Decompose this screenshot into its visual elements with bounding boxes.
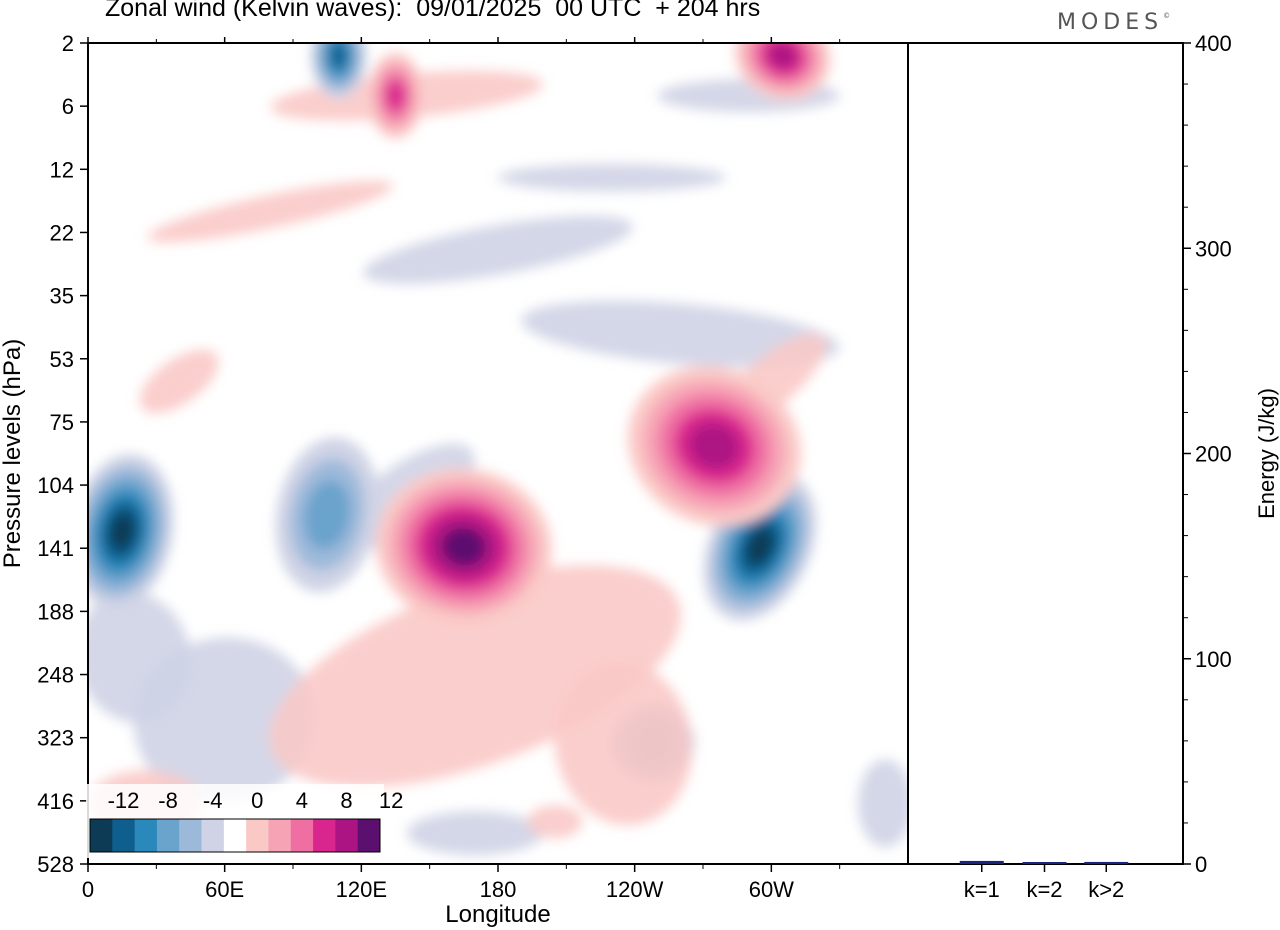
contour-band [527, 805, 583, 839]
y-tick-label: 141 [37, 536, 74, 561]
y-tick-label: 528 [37, 852, 74, 877]
colorbar-label: -12 [108, 788, 140, 813]
heatmap-field [88, 43, 908, 864]
colorbar-label: -8 [158, 788, 178, 813]
pressure-axis: 2 6 12 22 35 53 75 104 141 188 248 323 416 528 Pressur… [0, 31, 88, 877]
colorbar-swatch [223, 819, 247, 852]
contour-extremum [385, 80, 406, 111]
y-tick-label: 2 [62, 31, 74, 56]
colorbar-border [89, 818, 381, 853]
contour-band [363, 215, 633, 284]
energy-category-label: k=2 [1026, 877, 1062, 902]
x-axis-label: Longitude [445, 901, 550, 928]
energy-panel: 0 100 200 300 400 Energy (J/kg) k=1 k=2 k>2 [959, 31, 1279, 902]
x-tick-label: 60W [749, 877, 794, 902]
energy-category-label: k=1 [964, 877, 1000, 902]
colorbar-swatch [90, 819, 113, 852]
energy-tick-label: 200 [1195, 442, 1232, 467]
brand-logo: MODES© [1057, 10, 1170, 35]
y-axis-label: Pressure levels (hPa) [0, 339, 26, 568]
colorbar-swatch [357, 819, 381, 852]
colorbar-swatch [335, 819, 359, 852]
contour-extremum [689, 423, 740, 469]
colorbar-swatch [290, 819, 314, 852]
contour-band [554, 660, 693, 826]
y-tick-label: 416 [37, 789, 74, 814]
contour-extremum [442, 527, 486, 566]
contour-extremum [746, 528, 774, 565]
x-tick-label: 0 [82, 877, 94, 902]
energy-bar-k=2 [1022, 862, 1067, 864]
contour-extremum [109, 512, 135, 551]
energy-tick-label: 300 [1195, 236, 1232, 261]
y-tick-label: 323 [37, 726, 74, 751]
chart-title: Zonal wind (Kelvin waves): 09/01/2025 00… [105, 0, 761, 22]
colorbar-swatch [112, 819, 136, 852]
contour-extremum [769, 43, 797, 69]
colorbar-swatch [134, 819, 158, 852]
colorbar-swatch [268, 819, 292, 852]
colorbar-swatch [246, 819, 269, 852]
colorbar-label: 4 [296, 788, 308, 813]
y-tick-label: 22 [50, 220, 74, 245]
y-tick-label: 35 [50, 284, 74, 309]
colorbar: -12 -8 -4 0 4 8 12 [86, 784, 403, 858]
colorbar-label: 12 [379, 788, 403, 813]
energy-axis-label: Energy (J/kg) [1254, 388, 1279, 519]
contour-extremum [330, 43, 347, 69]
colorbar-label: 0 [251, 788, 263, 813]
x-tick-label: 120W [606, 877, 664, 902]
contour-band [269, 565, 681, 788]
brand-text: MODES [1057, 10, 1164, 35]
x-tick-label: 60E [205, 877, 244, 902]
contour-extremum [304, 480, 351, 550]
colorbar-swatch [179, 819, 202, 852]
energy-tick-label: 0 [1195, 852, 1207, 877]
energy-tick-label: 100 [1195, 647, 1232, 672]
colorbar-swatch [201, 819, 225, 852]
y-tick-label: 53 [50, 347, 74, 372]
y-tick-label: 188 [37, 599, 74, 624]
contour-band [857, 759, 908, 848]
contour-band [139, 349, 219, 414]
contour-band [147, 180, 393, 243]
colorbar-label: -4 [203, 788, 223, 813]
contour-band [406, 811, 544, 856]
colorbar-label: 8 [340, 788, 352, 813]
energy-category-label: k>2 [1088, 877, 1124, 902]
energy-frame [907, 42, 1184, 865]
contour-band [521, 300, 840, 368]
colorbar-swatch [313, 819, 336, 852]
x-tick-label: 120E [336, 877, 387, 902]
contour-band [497, 163, 726, 192]
heatmap-contours [88, 43, 908, 856]
y-tick-label: 104 [37, 473, 74, 498]
contour-band [88, 591, 192, 723]
y-tick-label: 75 [50, 410, 74, 435]
x-tick-label: 180 [480, 877, 517, 902]
y-tick-label: 12 [50, 157, 74, 182]
energy-bar-k=1 [959, 860, 1004, 864]
colorbar-swatch [156, 819, 180, 852]
y-tick-label: 6 [62, 94, 74, 119]
energy-tick-label: 400 [1195, 31, 1232, 56]
energy-bar-k>2 [1084, 861, 1129, 864]
longitude-axis: 0 60E 120E 180 120W 60W Longitude [82, 37, 841, 928]
brand-mark: © [1163, 12, 1171, 20]
y-tick-label: 248 [37, 663, 74, 688]
